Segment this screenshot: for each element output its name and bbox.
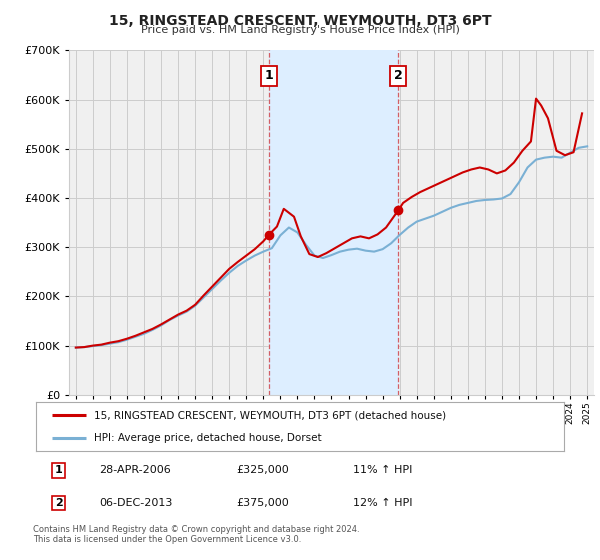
Text: £375,000: £375,000	[236, 498, 289, 508]
Text: 1: 1	[55, 465, 62, 475]
Text: 2: 2	[394, 69, 403, 82]
Text: 28-APR-2006: 28-APR-2006	[100, 465, 171, 475]
Text: This data is licensed under the Open Government Licence v3.0.: This data is licensed under the Open Gov…	[33, 535, 301, 544]
Text: 15, RINGSTEAD CRESCENT, WEYMOUTH, DT3 6PT (detached house): 15, RINGSTEAD CRESCENT, WEYMOUTH, DT3 6P…	[94, 410, 446, 421]
Text: Price paid vs. HM Land Registry's House Price Index (HPI): Price paid vs. HM Land Registry's House …	[140, 25, 460, 35]
Text: 1: 1	[265, 69, 273, 82]
Bar	[269, 50, 398, 395]
Text: £325,000: £325,000	[236, 465, 289, 475]
Text: 11% ↑ HPI: 11% ↑ HPI	[353, 465, 412, 475]
Text: 06-DEC-2013: 06-DEC-2013	[100, 498, 173, 508]
Text: 15, RINGSTEAD CRESCENT, WEYMOUTH, DT3 6PT: 15, RINGSTEAD CRESCENT, WEYMOUTH, DT3 6P…	[109, 14, 491, 28]
Text: HPI: Average price, detached house, Dorset: HPI: Average price, detached house, Dors…	[94, 433, 322, 444]
Text: 12% ↑ HPI: 12% ↑ HPI	[353, 498, 412, 508]
Text: 2: 2	[55, 498, 62, 508]
Text: Contains HM Land Registry data © Crown copyright and database right 2024.: Contains HM Land Registry data © Crown c…	[33, 525, 359, 534]
